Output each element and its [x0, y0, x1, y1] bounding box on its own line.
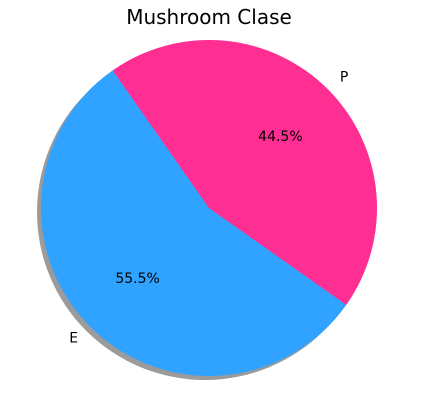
chart-title: Mushroom Clase — [126, 5, 292, 29]
slice-pct-label-e: 55.5% — [115, 271, 159, 287]
pie-slice-e — [41, 70, 347, 376]
slice-label-e: E — [69, 330, 78, 346]
pie-slice-p — [112, 39, 378, 305]
slice-label-p: P — [340, 70, 348, 86]
slice-pct-label-p: 44.5% — [258, 129, 302, 145]
pie-slices — [41, 39, 378, 376]
pie-labels: E 55.5% P 44.5% — [69, 70, 348, 347]
